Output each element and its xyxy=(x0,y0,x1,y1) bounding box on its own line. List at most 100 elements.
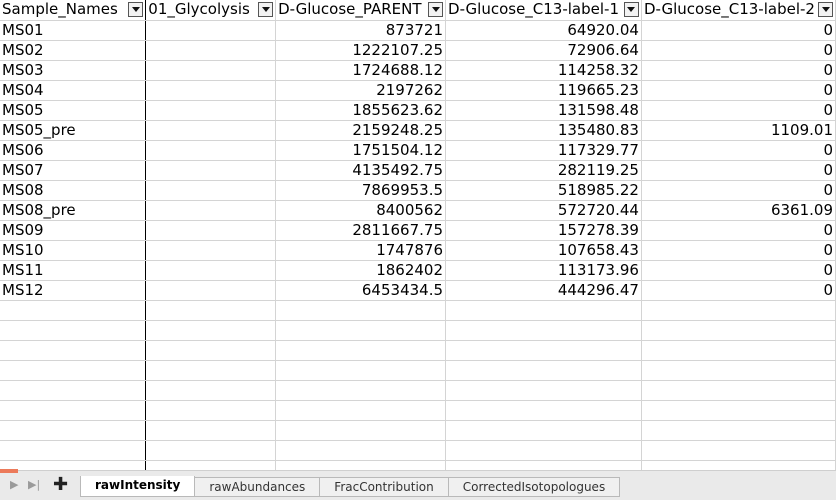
empty-cell[interactable] xyxy=(275,360,447,381)
sample-name-cell[interactable]: MS07 xyxy=(0,160,147,181)
empty-cell[interactable] xyxy=(445,320,642,341)
empty-cell[interactable] xyxy=(275,320,447,341)
empty-cell[interactable] xyxy=(0,420,147,441)
empty-cell[interactable] xyxy=(275,460,447,470)
empty-cell[interactable] xyxy=(445,440,642,461)
sample-name-cell[interactable]: MS01 xyxy=(0,20,147,41)
data-cell[interactable]: 0 xyxy=(641,180,836,201)
data-cell[interactable]: 1862402 xyxy=(275,260,447,281)
empty-cell[interactable] xyxy=(0,440,147,461)
data-cell[interactable]: 282119.25 xyxy=(445,160,642,181)
data-cell[interactable]: 6453434.5 xyxy=(275,280,447,301)
column-header-cell[interactable]: Sample_Names xyxy=(0,0,147,21)
sample-name-cell[interactable]: MS09 xyxy=(0,220,147,241)
sheet-tab-rawintensity[interactable]: rawIntensity xyxy=(80,476,196,497)
data-cell[interactable]: 0 xyxy=(641,100,836,121)
autofilter-dropdown-icon[interactable] xyxy=(128,2,144,17)
data-cell[interactable] xyxy=(145,60,277,81)
data-cell[interactable]: 1222107.25 xyxy=(275,40,447,61)
data-cell[interactable]: 72906.64 xyxy=(445,40,642,61)
empty-cell[interactable] xyxy=(641,380,836,401)
data-cell[interactable]: 2811667.75 xyxy=(275,220,447,241)
column-header-cell[interactable]: 01_Glycolysis xyxy=(145,0,277,21)
data-cell[interactable]: 117329.77 xyxy=(445,140,642,161)
empty-cell[interactable] xyxy=(0,400,147,421)
empty-cell[interactable] xyxy=(275,400,447,421)
data-cell[interactable]: 64920.04 xyxy=(445,20,642,41)
sheet-tab-fraccontribution[interactable]: FracContribution xyxy=(320,477,449,497)
data-cell[interactable]: 0 xyxy=(641,40,836,61)
data-cell[interactable]: 2197262 xyxy=(275,80,447,101)
data-cell[interactable] xyxy=(145,260,277,281)
empty-cell[interactable] xyxy=(641,320,836,341)
sample-name-cell[interactable]: MS12 xyxy=(0,280,147,301)
data-cell[interactable]: 0 xyxy=(641,160,836,181)
data-cell[interactable]: 157278.39 xyxy=(445,220,642,241)
empty-cell[interactable] xyxy=(641,460,836,470)
data-cell[interactable]: 135480.83 xyxy=(445,120,642,141)
autofilter-dropdown-icon[interactable] xyxy=(428,2,444,17)
data-cell[interactable] xyxy=(145,100,277,121)
empty-cell[interactable] xyxy=(145,460,277,470)
sheet-tab-rawabundances[interactable]: rawAbundances xyxy=(195,477,321,497)
data-cell[interactable]: 119665.23 xyxy=(445,80,642,101)
data-cell[interactable]: 1109.01 xyxy=(641,120,836,141)
data-cell[interactable] xyxy=(145,280,277,301)
data-cell[interactable]: 444296.47 xyxy=(445,280,642,301)
data-cell[interactable]: 0 xyxy=(641,80,836,101)
empty-cell[interactable] xyxy=(145,440,277,461)
empty-cell[interactable] xyxy=(275,300,447,321)
empty-cell[interactable] xyxy=(0,340,147,361)
empty-cell[interactable] xyxy=(641,340,836,361)
first-sheet-nav-icon[interactable]: ▶ xyxy=(10,478,19,491)
empty-cell[interactable] xyxy=(641,440,836,461)
empty-cell[interactable] xyxy=(145,360,277,381)
empty-cell[interactable] xyxy=(445,380,642,401)
column-header-cell[interactable]: D-Glucose_PARENT xyxy=(275,0,447,21)
sample-name-cell[interactable]: MS05_pre xyxy=(0,120,147,141)
data-cell[interactable] xyxy=(145,140,277,161)
sample-name-cell[interactable]: MS10 xyxy=(0,240,147,261)
data-cell[interactable] xyxy=(145,180,277,201)
last-sheet-nav-icon[interactable]: ▶| xyxy=(28,478,41,491)
data-cell[interactable]: 0 xyxy=(641,280,836,301)
data-cell[interactable] xyxy=(145,240,277,261)
data-cell[interactable] xyxy=(145,160,277,181)
data-cell[interactable]: 0 xyxy=(641,60,836,81)
data-cell[interactable] xyxy=(145,80,277,101)
empty-cell[interactable] xyxy=(445,360,642,381)
empty-cell[interactable] xyxy=(445,340,642,361)
data-cell[interactable]: 1724688.12 xyxy=(275,60,447,81)
sample-name-cell[interactable]: MS11 xyxy=(0,260,147,281)
empty-cell[interactable] xyxy=(275,380,447,401)
data-cell[interactable]: 113173.96 xyxy=(445,260,642,281)
data-cell[interactable]: 0 xyxy=(641,240,836,261)
empty-cell[interactable] xyxy=(0,300,147,321)
column-header-cell[interactable]: D-Glucose_C13-label-2 xyxy=(641,0,836,21)
empty-cell[interactable] xyxy=(275,420,447,441)
empty-cell[interactable] xyxy=(0,460,147,470)
sample-name-cell[interactable]: MS08 xyxy=(0,180,147,201)
empty-cell[interactable] xyxy=(641,420,836,441)
data-cell[interactable] xyxy=(145,220,277,241)
data-cell[interactable]: 107658.43 xyxy=(445,240,642,261)
autofilter-dropdown-icon[interactable] xyxy=(258,2,274,17)
empty-cell[interactable] xyxy=(445,400,642,421)
empty-cell[interactable] xyxy=(145,400,277,421)
empty-cell[interactable] xyxy=(641,360,836,381)
sample-name-cell[interactable]: MS03 xyxy=(0,60,147,81)
sample-name-cell[interactable]: MS04 xyxy=(0,80,147,101)
data-cell[interactable]: 572720.44 xyxy=(445,200,642,221)
data-cell[interactable]: 873721 xyxy=(275,20,447,41)
data-cell[interactable]: 0 xyxy=(641,260,836,281)
autofilter-dropdown-icon[interactable] xyxy=(623,2,639,17)
empty-cell[interactable] xyxy=(445,300,642,321)
empty-cell[interactable] xyxy=(641,400,836,421)
data-cell[interactable]: 1751504.12 xyxy=(275,140,447,161)
autofilter-dropdown-icon[interactable] xyxy=(818,2,833,17)
data-cell[interactable] xyxy=(145,120,277,141)
empty-cell[interactable] xyxy=(145,380,277,401)
sample-name-cell[interactable]: MS06 xyxy=(0,140,147,161)
data-cell[interactable]: 0 xyxy=(641,140,836,161)
data-cell[interactable]: 7869953.5 xyxy=(275,180,447,201)
